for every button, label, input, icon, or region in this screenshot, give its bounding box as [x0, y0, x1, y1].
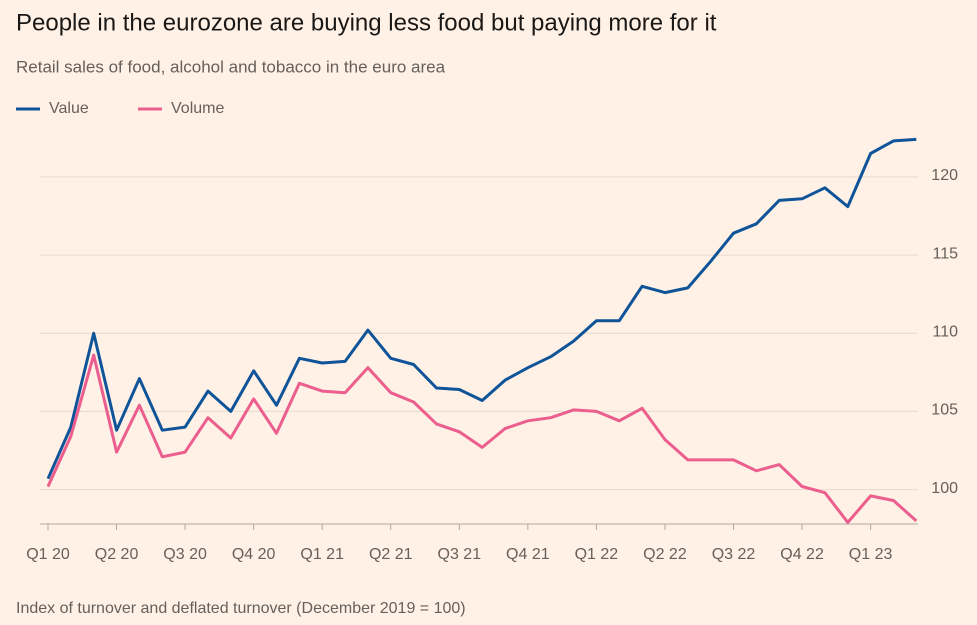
y-tick-label: 100 — [931, 480, 958, 497]
chart-subtitle: Retail sales of food, alcohol and tobacc… — [16, 57, 446, 76]
x-tick-label: Q3 21 — [438, 546, 482, 563]
x-tick-label: Q1 22 — [575, 546, 619, 563]
legend-label: Value — [49, 100, 89, 117]
x-tick-label: Q1 21 — [300, 546, 344, 563]
x-tick-label: Q3 22 — [712, 546, 756, 563]
x-tick-label: Q4 21 — [506, 546, 550, 563]
y-tick-label: 105 — [931, 402, 958, 419]
y-tick-label: 110 — [932, 323, 958, 340]
source-note: Index of turnover and deflated turnover … — [16, 600, 466, 617]
x-tick-label: Q1 20 — [26, 546, 70, 563]
x-tick-label: Q3 20 — [163, 546, 207, 563]
x-tick-label: Q4 20 — [232, 546, 276, 563]
y-tick-label: 120 — [931, 167, 958, 184]
x-tick-label: Q2 20 — [95, 546, 139, 563]
series-line — [46, 353, 918, 524]
series-line — [46, 137, 917, 480]
x-tick-label: Q2 22 — [643, 546, 687, 563]
y-tick-label: 115 — [932, 245, 958, 262]
legend-label: Volume — [171, 100, 224, 117]
x-tick-label: Q1 23 — [849, 546, 893, 563]
x-tick-label: Q4 22 — [780, 546, 824, 563]
x-tick-label: Q2 21 — [369, 546, 413, 563]
chart-title: People in the eurozone are buying less f… — [16, 9, 717, 36]
